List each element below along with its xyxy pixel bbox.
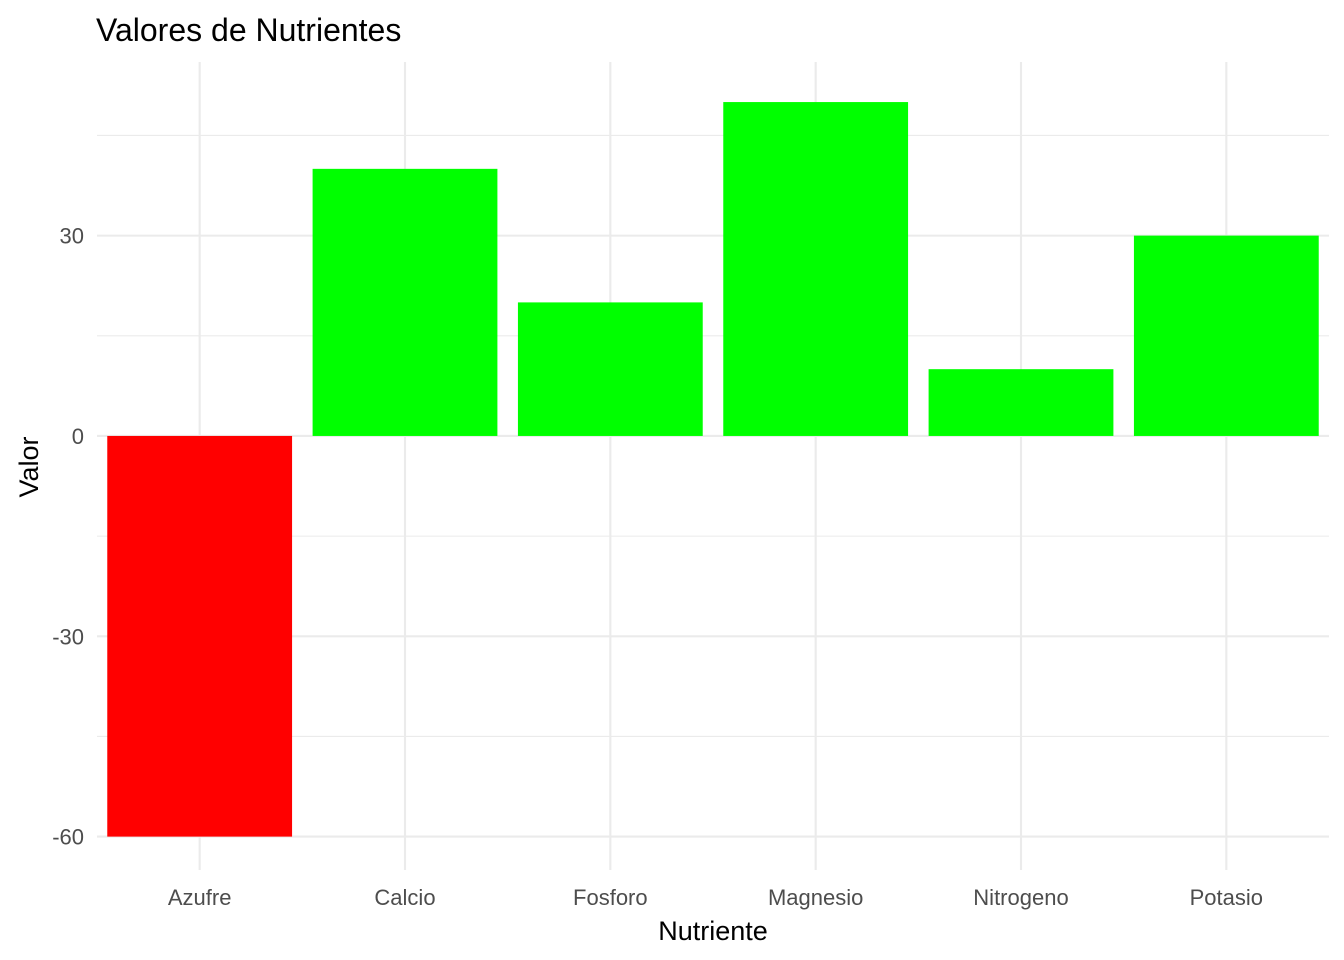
y-tick-label: 0 xyxy=(72,424,84,449)
y-tick-label: -30 xyxy=(52,624,84,649)
x-tick-labels: Azufre Calcio Fosforo Magnesio Nitrogeno Pota… xyxy=(168,885,1263,910)
x-tick-label: Calcio xyxy=(374,885,435,910)
bar-magnesio xyxy=(723,102,909,436)
x-tick-label: Potasio xyxy=(1190,885,1263,910)
x-axis-title: Nutriente xyxy=(658,916,768,946)
x-tick-label: Nitrogeno xyxy=(973,885,1068,910)
bar-calcio xyxy=(312,168,498,436)
bar-nitrogeno xyxy=(928,369,1114,436)
y-tick-label: 30 xyxy=(60,224,84,249)
y-tick-label: -60 xyxy=(52,825,84,850)
chart-title: Valores de Nutrientes xyxy=(96,12,401,48)
bars xyxy=(107,102,1319,837)
x-tick-label: Magnesio xyxy=(768,885,863,910)
bar-potasio xyxy=(1133,235,1319,436)
y-tick-labels: -60 -30 0 30 xyxy=(52,224,84,850)
x-tick-label: Fosforo xyxy=(573,885,648,910)
bar-fosforo xyxy=(517,302,703,436)
bar-azufre xyxy=(107,435,293,837)
y-axis-title: Valor xyxy=(14,436,44,497)
x-tick-label: Azufre xyxy=(168,885,232,910)
